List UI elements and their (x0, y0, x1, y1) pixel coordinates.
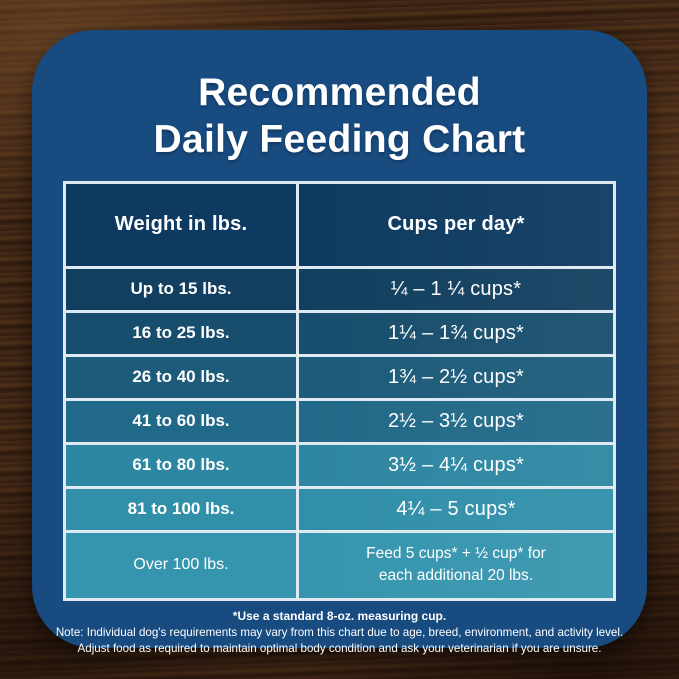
table-row: Over 100 lbs. Feed 5 cups* + ½ cup* for … (66, 529, 613, 598)
weight-cell: 26 to 40 lbs. (66, 356, 299, 398)
weight-cell: 81 to 100 lbs. (66, 488, 299, 530)
table-row: 16 to 25 lbs. 1¼ – 1¾ cups* (66, 309, 613, 354)
feeding-table: Weight in lbs. Cups per day* Up to 15 lb… (63, 180, 616, 601)
cups-cell: 3½ – 4¼ cups* (299, 444, 613, 486)
footnote-measuring-cup: *Use a standard 8-oz. measuring cup. (232, 608, 447, 623)
cups-cell: 1¼ – 1¾ cups* (299, 312, 613, 354)
cups-line1: Feed 5 cups* + ½ cup* for (366, 544, 546, 562)
chart-title: Recommended Daily Feeding Chart (154, 70, 526, 164)
footnote-note-line2: Adjust food as required to maintain opti… (77, 642, 602, 656)
header-weight: Weight in lbs. (66, 183, 299, 266)
header-cups: Cups per day* (299, 183, 613, 266)
weight-cell: Over 100 lbs. (66, 532, 299, 598)
table-row: 41 to 60 lbs. 2½ – 3½ cups* (66, 397, 613, 442)
cups-line2: each additional 20 lbs. (378, 567, 534, 585)
table-row: Up to 15 lbs. ¼ – 1 ¼ cups* (66, 265, 613, 310)
table-row: 26 to 40 lbs. 1¾ – 2½ cups* (66, 353, 613, 398)
chart-title-line2: Daily Feeding Chart (153, 117, 526, 161)
weight-cell: 61 to 80 lbs. (66, 444, 299, 486)
cups-cell: ¼ – 1 ¼ cups* (299, 268, 613, 310)
weight-cell: 41 to 60 lbs. (66, 400, 299, 442)
table-row: 81 to 100 lbs. 4¼ – 5 cups* (66, 485, 613, 530)
weight-cell: 16 to 25 lbs. (66, 312, 299, 354)
cups-cell: 2½ – 3½ cups* (299, 400, 613, 442)
footnotes: *Use a standard 8-oz. measuring cup. Not… (40, 608, 640, 658)
weight-cell: Up to 15 lbs. (66, 268, 299, 310)
cups-cell: 4¼ – 5 cups* (299, 488, 613, 530)
table-row: 61 to 80 lbs. 3½ – 4¼ cups* (66, 441, 613, 486)
chart-title-line1: Recommended (198, 71, 481, 114)
feeding-chart-panel: Recommended Daily Feeding Chart Weight i… (32, 30, 647, 655)
cups-cell: 1¾ – 2½ cups* (299, 356, 613, 398)
table-header-row: Weight in lbs. Cups per day* (66, 183, 613, 266)
cups-cell: Feed 5 cups* + ½ cup* for each additiona… (299, 532, 613, 598)
footnote-note-line1: Note: Individual dog's requirements may … (55, 625, 624, 639)
